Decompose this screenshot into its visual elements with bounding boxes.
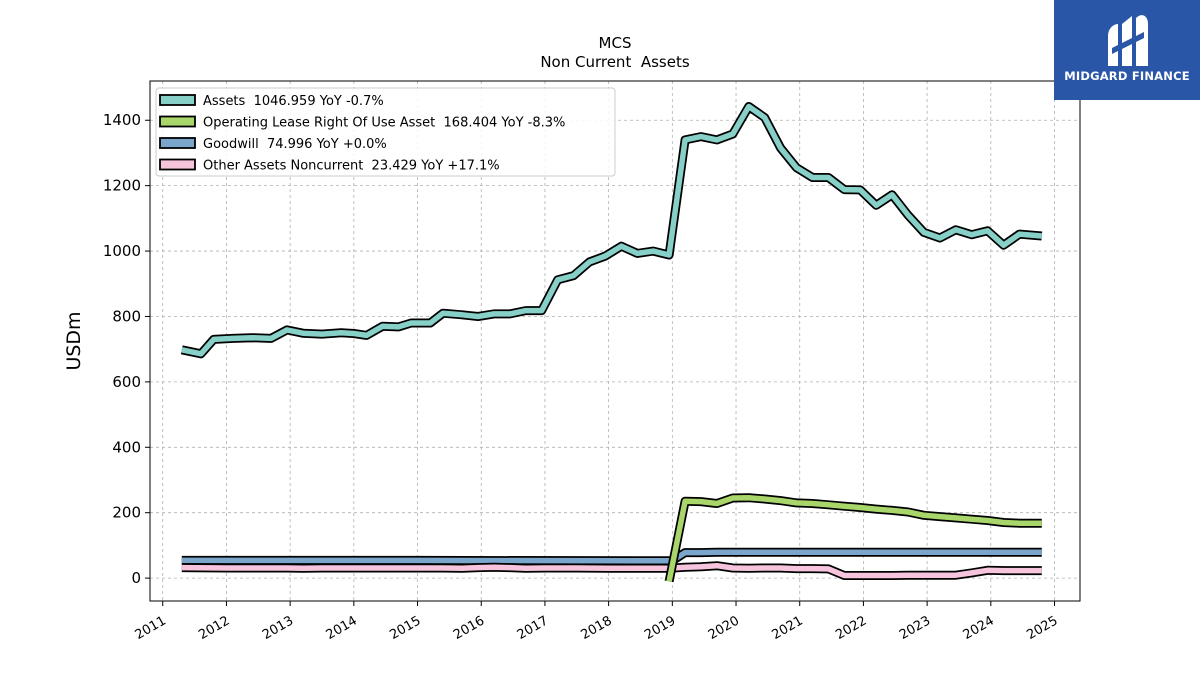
x-tick-label: 2017 [515, 613, 551, 643]
y-tick-label: 800 [112, 307, 141, 325]
x-tick-label: 2014 [324, 613, 360, 643]
legend-swatch [159, 94, 196, 106]
x-tick-label: 2016 [451, 613, 487, 643]
y-tick-label: 0 [131, 569, 141, 587]
legend-label: Other Assets Noncurrent 23.429 YoY +17.1… [203, 159, 500, 174]
y-tick-label: 1200 [103, 177, 141, 195]
logo-text: MIDGARD FINANCE [1064, 69, 1190, 83]
x-tick-label: 2015 [387, 613, 423, 643]
x-tick-label: 2023 [897, 613, 933, 643]
y-tick-label: 400 [112, 438, 141, 456]
legend-swatch [159, 158, 196, 171]
chart-subtitle: Non Current Assets [540, 53, 690, 71]
legend-swatch [159, 115, 196, 128]
y-axis-label: USDm [63, 311, 85, 370]
x-tick-label: 2020 [706, 613, 742, 643]
chart-title: MCS [599, 34, 632, 52]
x-tick-label: 2024 [961, 613, 997, 643]
legend-label: Goodwill 74.996 YoY +0.0% [203, 137, 387, 152]
x-tick-label: 2019 [642, 613, 678, 643]
midgard-logo-icon [1108, 15, 1148, 66]
x-tick-label: 2022 [833, 613, 869, 643]
legend-label: Operating Lease Right Of Use Asset 168.4… [203, 116, 565, 131]
logo: MIDGARD FINANCE [1054, 0, 1200, 100]
series-line [181, 103, 1043, 357]
y-axis: 0 200 400 600 800 1000 1200 1400 [103, 111, 150, 587]
x-axis: 2011 2012 2013 2014 2015 2016 2017 2018 2019 2020… [133, 601, 1061, 643]
x-tick-label: 2018 [578, 613, 614, 643]
series-line [181, 549, 1042, 564]
y-tick-label: 1400 [103, 111, 141, 129]
series-line [666, 494, 1042, 582]
x-tick-label: 2025 [1024, 613, 1060, 643]
y-tick-label: 200 [112, 504, 141, 522]
chart-series [180, 102, 1043, 583]
legend-swatch [159, 137, 196, 149]
plot-frame [149, 80, 1081, 602]
legend: Assets 1046.959 YoY -0.7% Operating Lease… [155, 87, 616, 177]
x-tick-label: 2011 [133, 613, 169, 643]
x-tick-label: 2012 [196, 613, 232, 643]
legend-label: Assets 1046.959 YoY -0.7% [203, 94, 384, 109]
y-tick-label: 1000 [103, 242, 141, 260]
y-tick-label: 600 [112, 373, 141, 391]
legend-box [155, 87, 616, 177]
x-tick-label: 2013 [260, 613, 296, 643]
x-tick-label: 2021 [770, 613, 806, 643]
series-line [181, 562, 1042, 579]
